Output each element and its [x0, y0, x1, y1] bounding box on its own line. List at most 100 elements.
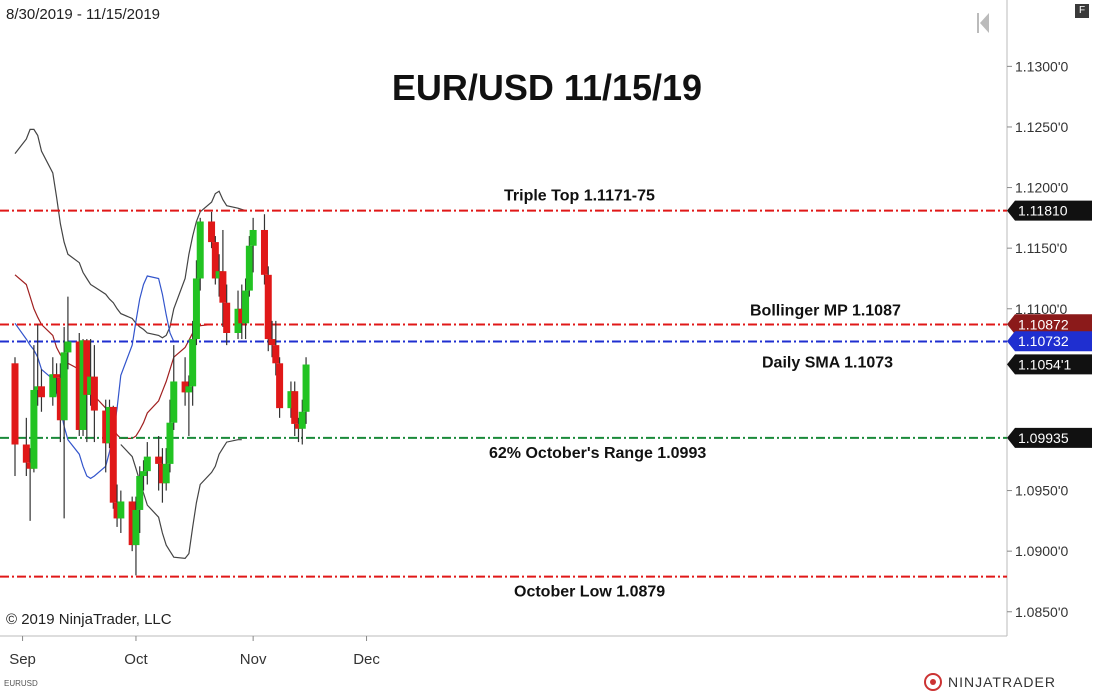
candle-body: [189, 339, 197, 387]
candle-body: [22, 444, 30, 463]
candle-body: [295, 423, 302, 429]
candle-body: [291, 391, 299, 424]
candle: [249, 217, 257, 273]
candle-body: [102, 410, 110, 444]
candle-body: [30, 389, 38, 469]
candle: [64, 296, 72, 370]
x-tick-label: Nov: [240, 651, 267, 668]
candle: [30, 345, 38, 473]
price-badge-bg: [1007, 331, 1092, 352]
y-tick-label: 1.1150'0: [1015, 240, 1067, 256]
candle-body: [192, 278, 200, 340]
badge-daily-sma: 1.10732: [1007, 331, 1092, 352]
bollinger-mp-label: Bollinger MP 1.1087: [750, 303, 901, 320]
candle: [189, 320, 197, 406]
candle-body: [196, 221, 204, 279]
ninjatrader-logo-text: NINJATRADER: [948, 674, 1056, 690]
candle-body: [181, 381, 189, 393]
ninjatrader-logo: NINJATRADER: [924, 673, 1056, 691]
candle-body: [64, 341, 72, 353]
chart-title: EUR/USD 11/15/19: [392, 67, 702, 108]
candle-body: [79, 340, 87, 430]
time-axis: Sep Oct Nov Dec: [9, 636, 380, 668]
badge-bollinger-mp: 1.10872: [1007, 314, 1092, 335]
bollinger-bands: [14, 128, 246, 560]
candle: [26, 448, 34, 521]
candle-body: [245, 245, 253, 291]
candle-body: [215, 271, 223, 279]
scroll-back-icon[interactable]: [976, 12, 990, 34]
candle-body: [238, 308, 246, 324]
candle: [211, 236, 219, 285]
candle: [219, 229, 227, 327]
price-axis: 1.1300'0 1.1250'0 1.1200'0 1.1150'0 1.1100'0…: [1007, 58, 1092, 620]
candle: [185, 375, 193, 437]
candle-body: [287, 391, 295, 409]
candle-body: [219, 271, 227, 303]
y-tick-label: 1.1100'0: [1015, 301, 1067, 317]
bollinger-upper-band: [14, 128, 246, 339]
candle-body: [268, 339, 276, 346]
price-badge-text: 1.10732: [1018, 333, 1069, 349]
price-badge-bg: [1007, 200, 1092, 221]
candle-body: [170, 381, 178, 423]
candle: [238, 284, 246, 340]
candle: [90, 345, 98, 443]
price-badge-bg: [1007, 314, 1092, 335]
candle: [302, 357, 310, 424]
candle-body: [276, 363, 284, 409]
candle: [166, 399, 174, 473]
x-tick-label: Sep: [9, 651, 36, 668]
candle: [223, 284, 231, 346]
candle: [208, 211, 216, 249]
candle: [287, 381, 295, 418]
symbol-label: EURUSD: [4, 679, 38, 688]
candle-body: [242, 290, 250, 324]
candle: [11, 357, 19, 477]
copyright-label: © 2019 NinjaTrader, LLC: [6, 611, 172, 628]
badge-last-price: 1.1054'1: [1007, 354, 1092, 375]
triple-top-label: Triple Top 1.1171-75: [504, 188, 655, 205]
candle: [298, 399, 306, 445]
y-tick-label: 1.1250'0: [1015, 119, 1068, 135]
candle: [260, 214, 268, 285]
candle: [158, 448, 166, 503]
candle: [53, 363, 61, 394]
candle-body: [106, 406, 113, 444]
candle: [192, 260, 200, 346]
candle-body: [166, 422, 174, 464]
candle: [34, 324, 42, 406]
candle: [181, 357, 189, 406]
candle: [162, 448, 170, 491]
candle-body: [162, 463, 170, 484]
candle-body: [158, 463, 166, 484]
y-tick-label: 1.0850'0: [1015, 604, 1068, 620]
candle: [136, 466, 144, 533]
candle: [272, 320, 280, 376]
candle: [245, 236, 253, 297]
candle-body: [56, 377, 64, 421]
candle-body: [49, 374, 57, 398]
candle-body: [211, 242, 219, 279]
candle: [140, 460, 148, 491]
x-tick-label: Dec: [353, 651, 380, 668]
fib-62-label: 62% October's Range 1.0993: [489, 445, 706, 462]
candle-body: [75, 341, 83, 430]
price-badge-bg: [1007, 354, 1092, 375]
candle-body: [128, 501, 136, 546]
candle: [22, 417, 30, 477]
candle: [60, 326, 68, 519]
candle-body: [143, 456, 151, 472]
candle-body: [223, 302, 231, 333]
candle: [87, 339, 95, 406]
candle: [37, 369, 45, 412]
f-button[interactable]: F: [1075, 4, 1089, 18]
candle: [276, 357, 284, 418]
candle-body: [26, 462, 34, 469]
candle-body: [90, 376, 98, 411]
candle: [155, 436, 163, 491]
candle-body: [132, 509, 140, 546]
candle-body: [117, 501, 125, 519]
candle: [128, 496, 136, 552]
